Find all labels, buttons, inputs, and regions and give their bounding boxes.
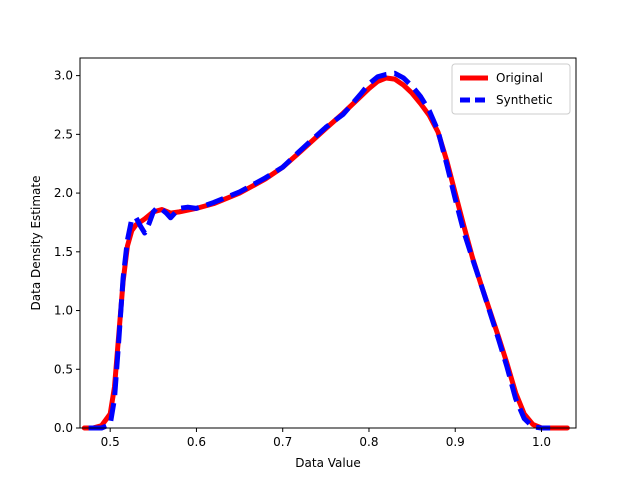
y-tick-label: 1.5: [54, 245, 73, 259]
series-layer: [81, 70, 570, 431]
x-tick-label: 0.6: [187, 435, 206, 449]
y-axis-label: Data Density Estimate: [29, 176, 43, 311]
x-tick-label: 1.0: [532, 435, 551, 449]
y-axis-ticks: 0.0 0.5 1.0 1.5 2.0 2.5 3.0: [54, 69, 80, 435]
x-tick-label: 0.7: [273, 435, 292, 449]
x-tick-label: 0.9: [446, 435, 465, 449]
series-line-synthetic: [88, 70, 551, 431]
axes-layer: [79, 57, 577, 429]
x-axis-ticks: 0.5 0.6 0.7 0.8 0.9 1.0: [101, 428, 551, 449]
legend: Original Synthetic: [451, 63, 571, 115]
legend-label-synthetic: Synthetic: [496, 93, 553, 107]
legend-label-original: Original: [496, 71, 543, 85]
y-tick-label: 0.0: [54, 421, 73, 435]
y-tick-label: 0.5: [54, 362, 73, 376]
plot-frame: [79, 57, 577, 429]
plot-area: [80, 58, 576, 428]
x-axis-label: Data Value: [295, 456, 360, 470]
y-tick-label: 2.0: [54, 186, 73, 200]
y-tick-label: 1.0: [54, 304, 73, 318]
x-tick-label: 0.8: [359, 435, 378, 449]
y-tick-label: 3.0: [54, 69, 73, 83]
y-tick-label: 2.5: [54, 127, 73, 141]
x-tick-label: 0.5: [101, 435, 120, 449]
